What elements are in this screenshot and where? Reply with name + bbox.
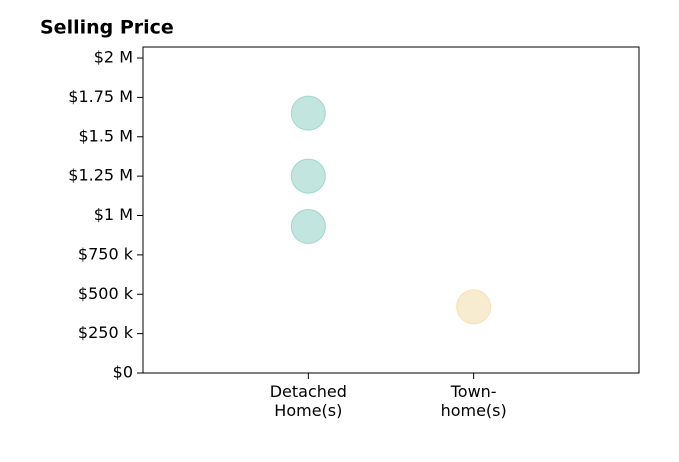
y-tick-label: $1.5 M xyxy=(78,126,133,145)
y-tick-label: $1 M xyxy=(94,205,133,224)
y-tick-label: $750 k xyxy=(78,244,134,263)
y-tick-label: $1.25 M xyxy=(68,166,133,185)
y-tick-label: $500 k xyxy=(78,284,134,303)
y-tick-label: $250 k xyxy=(78,323,134,342)
plot-frame xyxy=(142,46,640,374)
point xyxy=(290,209,326,245)
y-tick-label: $2 M xyxy=(94,48,133,67)
point xyxy=(290,95,326,131)
x-tick-label: Detached Home(s) xyxy=(269,382,347,420)
y-tick-label: $0 xyxy=(113,363,133,382)
y-tick-label: $1.75 M xyxy=(68,87,133,106)
x-tick-label: Town- home(s) xyxy=(440,382,507,420)
chart-title: Selling Price xyxy=(40,17,174,39)
point xyxy=(456,289,492,325)
point xyxy=(290,158,326,194)
